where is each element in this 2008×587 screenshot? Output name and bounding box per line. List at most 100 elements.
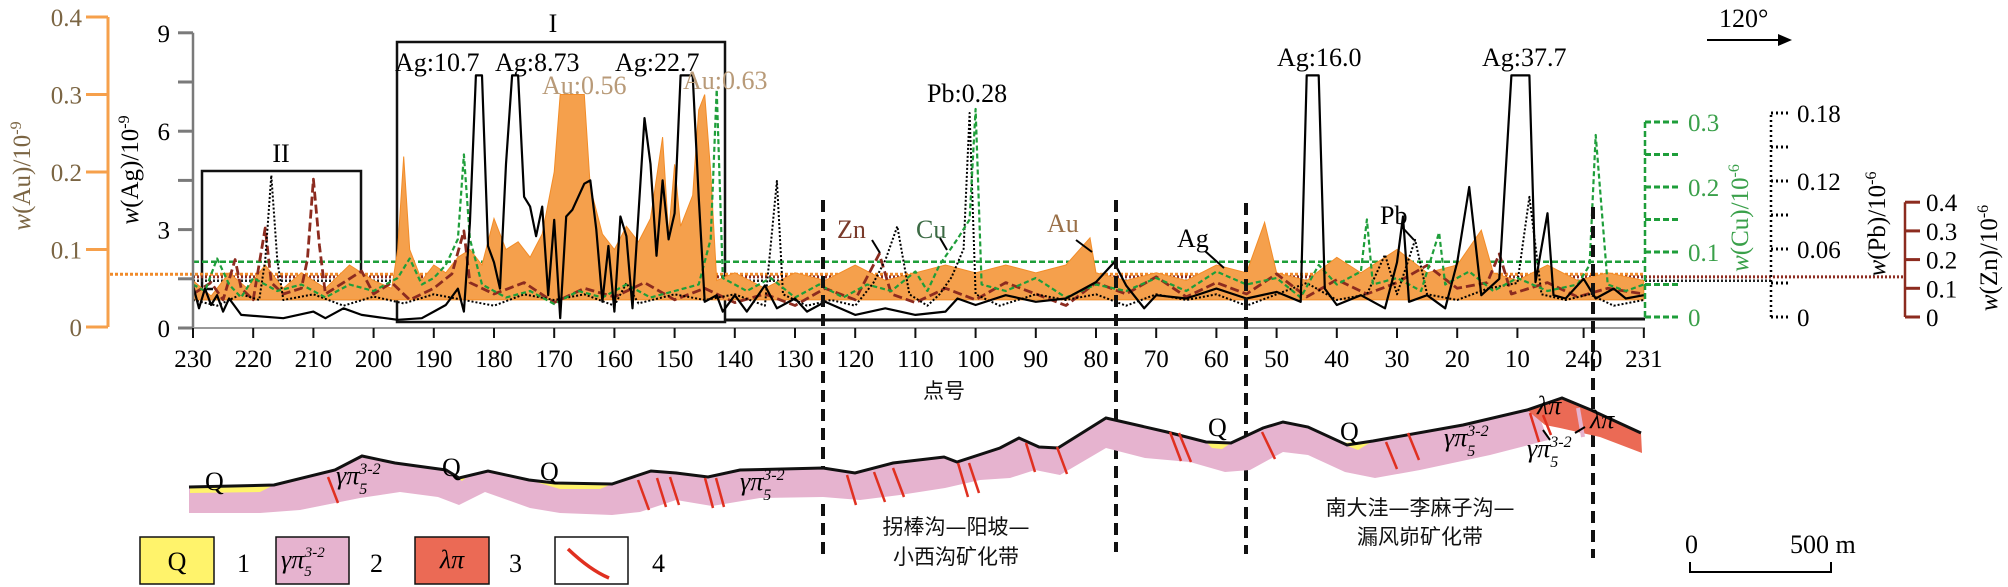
series-label-ag: Ag	[1177, 224, 1209, 253]
axis-tick-label: 0.1	[1926, 276, 1957, 303]
axis-tick-label: 0.3	[1926, 219, 1957, 246]
x-tick-label: 40	[1324, 346, 1349, 373]
fault-icon	[566, 547, 610, 580]
axis-tick-label: 0	[1688, 305, 1701, 332]
q-label: Q	[1208, 413, 1227, 442]
series-cu-line	[192, 88, 1645, 306]
belt-name-1-line2: 小西沟矿化带	[893, 545, 1019, 569]
axis-tick-label: 0.1	[51, 238, 82, 265]
x-tick-label: 231	[1625, 346, 1663, 373]
x-tick-label: 200	[355, 346, 393, 373]
legend-number-4: 4	[652, 549, 665, 578]
legend-number-1: 1	[237, 549, 250, 578]
legend-swatch-fault	[554, 536, 629, 585]
annotation-ag-10-7: Ag:10.7	[395, 48, 480, 77]
leader-ag	[1204, 250, 1225, 269]
series-label-au: Au	[1047, 209, 1079, 238]
annotation-ag-37-7: Ag:37.7	[1482, 43, 1567, 72]
belt-name-1-line1: 拐棒沟—阳坡—	[883, 515, 1030, 539]
x-tick-label: 90	[1023, 346, 1048, 373]
axis-tick-label: 0.12	[1797, 169, 1841, 196]
axis-tick-label: 0.3	[51, 83, 82, 110]
series-label-pb: Pb	[1380, 201, 1407, 230]
zone-label-ii: II	[272, 139, 289, 168]
granite-label: γπ53-2	[740, 467, 785, 504]
legend: Q 1 γπ53-2 2 λπ 3 4	[139, 536, 665, 585]
axis-tick-label: 0	[70, 315, 83, 342]
axis-tick-label: 6	[158, 119, 171, 146]
y-axis-cu: 0 0.1 0.2 0.3 w(Cu)/10-6	[1643, 110, 1754, 332]
x-tick-label: 100	[957, 346, 995, 373]
legend-swatch-granite	[275, 536, 350, 585]
leader-pb	[1401, 226, 1415, 241]
axis-tick-label: 0.18	[1797, 101, 1841, 128]
y-axis-au: 0 0.1 0.2 0.3 0.4 w(Au)/10-9	[8, 5, 110, 342]
granite-label: γπ53-2	[1527, 434, 1572, 471]
x-tick-label: 120	[836, 346, 874, 373]
x-tick-label: 10	[1505, 346, 1530, 373]
series-label-zn: Zn	[837, 215, 866, 244]
series-zn-line	[192, 177, 1645, 307]
axis-tick-label: 0.3	[1688, 110, 1719, 137]
scale-zero: 0	[1685, 530, 1698, 559]
granite-label: γπ53-2	[336, 461, 381, 498]
belt-boundaries	[821, 200, 1595, 558]
axis-tick-label: 0.2	[1926, 248, 1957, 275]
pink-dyke	[1576, 407, 1585, 438]
granite-porphyry-body	[189, 410, 1548, 515]
axis-tick-label: 0.4	[1926, 190, 1958, 217]
series-ag-line	[191, 74, 1644, 321]
x-tick-label: 220	[234, 346, 272, 373]
annotation-pb-0-28: Pb:0.28	[927, 79, 1007, 108]
axis-tick-label: 0.4	[51, 5, 83, 32]
q-label: Q	[205, 467, 224, 496]
leader-zn	[871, 239, 881, 254]
annotation-ag-22-7: Ag:22.7	[615, 48, 700, 77]
faults	[326, 412, 1553, 511]
legend-symbol-rhyolite: λπ	[439, 545, 465, 574]
direction-label: 120°	[1719, 4, 1768, 33]
x-tick-label: 170	[535, 346, 573, 373]
q-label: Q	[540, 457, 559, 486]
x-tick-label: 160	[596, 346, 634, 373]
axis-title-pb: w(Pb)/10-6	[1863, 171, 1891, 276]
annotation-au-0-63: Au:0.63	[683, 66, 768, 95]
y-axis-zn: 00.10.20.30.4 w(Zn)/10-6	[1903, 190, 2003, 332]
quaternary-patch	[448, 471, 470, 481]
x-tick-label: 110	[897, 346, 934, 373]
legend-symbol-q: Q	[168, 547, 187, 576]
axis-tick-label: 0	[1797, 305, 1810, 332]
q-label: Q	[442, 453, 461, 482]
axis-tick-label: 0	[1926, 305, 1939, 332]
q-label: Q	[1340, 417, 1359, 446]
axes-layer: 00.10.20.30.4w(Au)/10-90369w(Ag)/10-900.…	[8, 5, 2003, 343]
axis-tick-label: 0	[158, 316, 171, 343]
leader	[1542, 429, 1551, 441]
y-axis-pb: 0 0.06 0.12 0.18 w(Pb)/10-6	[1769, 101, 1891, 332]
rhyolite-label: λπ	[1589, 405, 1615, 434]
x-axis-ticks: 230 220 210 200 190 180 170 160 150 140 130 120 110 1…	[174, 328, 1663, 373]
x-tick-label: 130	[776, 346, 814, 373]
leader-cu	[939, 237, 948, 251]
legend-number-3: 3	[509, 549, 522, 578]
direction-arrow-icon	[1707, 34, 1792, 46]
axis-title-cu: w(Cu)/10-6	[1726, 164, 1754, 272]
belt-name-2-line1: 南大洼—李麻子沟—	[1326, 496, 1515, 520]
y-axis-ag: 0 3 6 9 w(Ag)/10-9	[116, 21, 195, 343]
x-tick-label: 50	[1264, 346, 1289, 373]
x-tick-label: 180	[475, 346, 513, 373]
rhyolite-label: λπ	[1536, 391, 1562, 420]
axis-tick-label: 0.2	[1688, 175, 1719, 202]
scale-bar: 0 500 m	[1685, 530, 1856, 573]
axis-tick-label: 0.1	[1688, 240, 1719, 267]
axis-title-ag: w(Ag)/10-9	[116, 115, 144, 224]
series-pb-line	[192, 112, 1644, 307]
series-au-area	[192, 94, 1645, 301]
zone-box-i	[395, 40, 727, 324]
rhyolite-porphyry-body	[1527, 398, 1642, 453]
x-tick-label: 230	[174, 346, 212, 373]
terrain-surface	[188, 396, 1642, 489]
x-axis-title: 点号	[923, 379, 965, 403]
legend-swatch-q	[139, 536, 215, 585]
